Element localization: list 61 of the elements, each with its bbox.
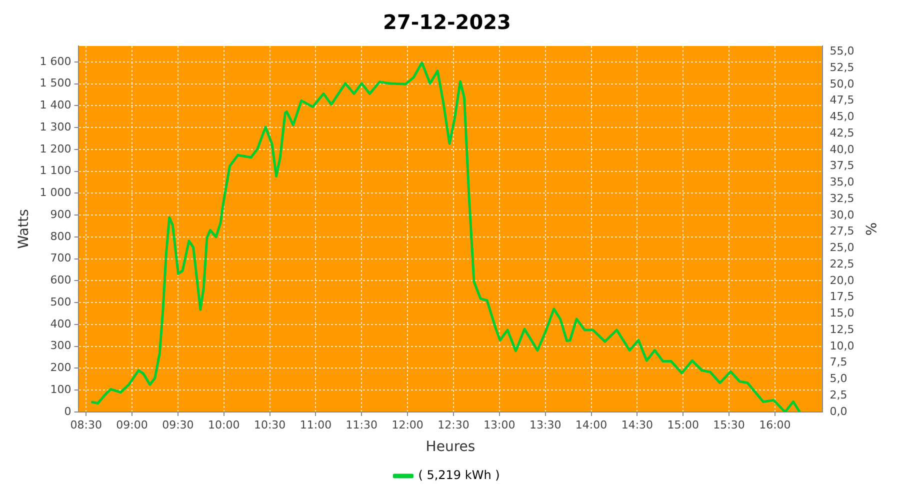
chart-title: 27-12-2023 <box>383 10 511 34</box>
x-tick-label: 08:30 <box>70 418 102 432</box>
x-tick-label: 14:00 <box>575 418 608 432</box>
x-tick-label: 12:00 <box>392 418 424 432</box>
x-tick-label: 13:00 <box>484 418 516 432</box>
y-tick-label: 1 300 <box>40 120 72 134</box>
y2-tick-label: 42,5 <box>830 126 854 140</box>
y-tick-label: 1 600 <box>40 54 72 68</box>
y-tick-label: 800 <box>50 230 72 243</box>
y2-tick-label: 30,0 <box>830 208 854 222</box>
y-tick-label: 900 <box>50 208 72 221</box>
y2-tick-label: 20,0 <box>830 274 854 287</box>
y-tick-label: 300 <box>50 339 72 352</box>
y-tick-label: 1 200 <box>40 142 72 156</box>
y-tick-label: 1 100 <box>40 164 72 178</box>
y2-axis-title: % <box>862 222 878 236</box>
y-tick-label: 1 500 <box>40 76 72 90</box>
y-tick-label: 1 000 <box>40 186 72 200</box>
y2-tick-label: 5,0 <box>830 372 848 386</box>
x-tick-label: 09:00 <box>116 418 148 432</box>
y2-tick-label: 52,5 <box>830 60 854 74</box>
y2-tick-label: 45,0 <box>830 110 854 124</box>
x-tick-label: 13:30 <box>529 418 562 432</box>
x-tick-label: 11:00 <box>300 418 332 432</box>
y2-tick-label: 50,0 <box>830 77 854 90</box>
y2-tick-label: 27,5 <box>830 224 854 238</box>
x-tick-label: 15:30 <box>713 418 745 432</box>
y2-tick-label: 32,5 <box>830 192 854 205</box>
legend-label: ( 5,219 kWh ) <box>418 468 500 482</box>
y-tick-label: 1 400 <box>40 98 72 112</box>
x-tick-label: 10:00 <box>208 418 240 432</box>
y-tick-label: 0 <box>64 404 72 418</box>
y2-tick-label: 7,5 <box>830 356 848 369</box>
y2-tick-label: 10,0 <box>830 339 854 352</box>
y2-tick-label: 55,0 <box>830 44 854 58</box>
y2-tick-label: 2,5 <box>830 388 848 402</box>
y-tick-label: 200 <box>50 361 72 374</box>
y2-tick-label: 47,5 <box>830 94 854 107</box>
y2-tick-label: 25,0 <box>830 241 854 254</box>
y2-tick-label: 37,5 <box>830 159 854 172</box>
x-tick-label: 09:30 <box>162 418 194 432</box>
y-axis-title: Watts <box>16 209 32 249</box>
y2-tick-label: 17,5 <box>830 290 854 304</box>
y-tick-label: 100 <box>50 382 72 396</box>
y-tick-label: 600 <box>50 274 72 287</box>
x-tick-label: 10:30 <box>254 418 286 432</box>
y2-tick-label: 22,5 <box>830 257 854 270</box>
y-tick-label: 700 <box>50 252 72 265</box>
x-tick-label: 15:00 <box>667 418 699 432</box>
x-tick-label: 12:30 <box>438 418 470 432</box>
y-tick-label: 400 <box>50 317 72 330</box>
y2-tick-label: 12,5 <box>830 322 854 336</box>
x-tick-label: 14:30 <box>621 418 654 432</box>
x-tick-label: 11:30 <box>346 418 378 432</box>
x-tick-label: 16:00 <box>759 418 791 432</box>
y2-tick-label: 35,0 <box>830 176 854 189</box>
x-axis-title: Heures <box>426 439 476 456</box>
y2-tick-label: 15,0 <box>830 306 854 320</box>
y2-tick-label: 40,0 <box>830 142 854 156</box>
y2-tick-label: 0,0 <box>830 404 848 418</box>
y-tick-label: 500 <box>50 295 72 308</box>
